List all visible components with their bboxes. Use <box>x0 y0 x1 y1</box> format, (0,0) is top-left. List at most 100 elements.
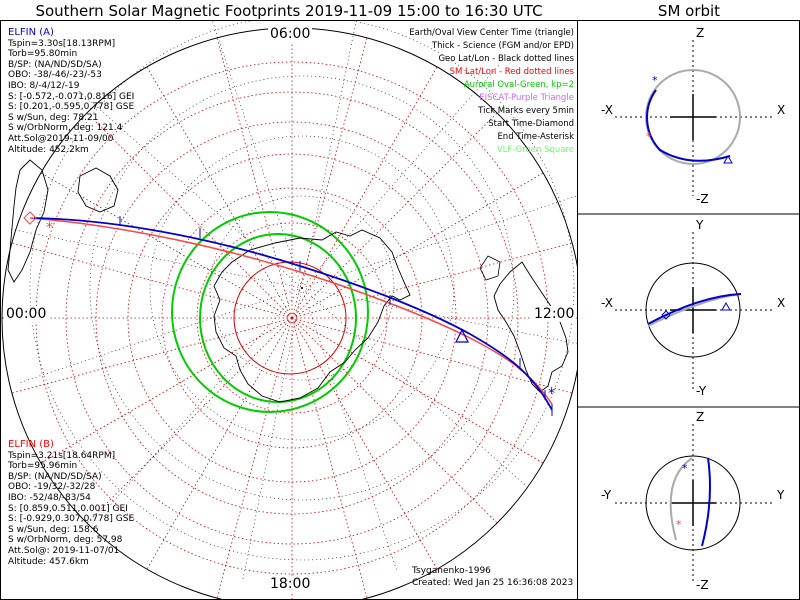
clock-label-right: 12:00 <box>532 306 577 322</box>
grid-radial-line <box>40 317 293 464</box>
legend-entry: VLF-Green Square <box>496 145 574 155</box>
elfin-b-line: S w/OrbNorm, deg: 57.98 <box>8 535 123 546</box>
elfin-b-line: S: [-0.929,0.307,0.778] GSE <box>8 514 135 525</box>
geo-latitude-circles <box>29 21 575 561</box>
elfin-a-line: Tspin=3.30s[18.13RPM] <box>8 38 116 49</box>
elfin-a-name: ELFIN (A) <box>8 27 54 38</box>
grid-radial-line <box>291 317 438 570</box>
grid-radial-line <box>291 112 498 319</box>
elfin-b-track <box>29 217 553 405</box>
legend-entry: End Time-Asterisk <box>497 132 574 142</box>
elfin-b-line: OBO: -19/32/-32/28 <box>8 482 96 493</box>
start-diamond-b <box>23 211 37 225</box>
auroral-oval <box>171 211 369 413</box>
legend-entry: EISCAT-Purple Triangle <box>479 93 574 103</box>
orbit-title: SM orbit <box>657 2 721 20</box>
elfin-a-orbit <box>647 293 742 325</box>
auroral-oval-inner <box>199 233 357 403</box>
panel3-label-bottom: -Z <box>695 578 710 592</box>
elfin-a-line: OBO: -38/-46/-23/-53 <box>8 70 102 81</box>
elfin-b-orbit-gray <box>669 457 693 541</box>
grid-radial-line <box>291 317 573 394</box>
grid-radial-line <box>291 242 573 319</box>
elfin-a-line: Altitude: 452.2km <box>8 144 89 155</box>
legend-entry: SM Lat/Lon - Red dotted lines <box>449 67 574 77</box>
orbit-marker-b: * <box>676 518 682 531</box>
africa-coastline <box>7 159 49 283</box>
elfin-a-line: IBO: 8/-4/12/-19 <box>8 80 80 91</box>
elfin-a-line: S w/Sun, deg: 78.21 <box>8 112 99 123</box>
created-credit: Created: Wed Jan 25 16:36:08 2023 <box>412 578 574 588</box>
orbit-panel-xy <box>615 232 772 390</box>
sm-lat-circle <box>196 222 388 414</box>
elfin-a-orbit <box>646 89 731 162</box>
antarctica-coastline <box>213 229 411 403</box>
australia-coastline <box>77 167 119 213</box>
geo-lat-circle <box>149 135 455 441</box>
orbit-marker-a: * <box>682 462 688 475</box>
orbit-triangle <box>721 301 731 311</box>
elfin-b-name: ELFIN (B) <box>8 439 54 450</box>
legend-entry: Earth/Oval View Center Time (triangle) <box>409 28 574 38</box>
grid-radial-line <box>216 317 293 599</box>
start-asterisk-b: * <box>46 220 53 236</box>
grid-radial-line <box>146 317 293 570</box>
panel3-label-left: -Y <box>600 488 613 502</box>
view-center-triangle <box>455 328 469 343</box>
elfin-b-line: S w/Sun, deg: 158.6 <box>8 524 99 535</box>
clock-label-bottom: 18:00 <box>268 576 313 592</box>
map-layer: * * <box>1 21 577 599</box>
orbit-marker-b: * <box>646 130 652 143</box>
plot-title: Southern Solar Magnetic Footprints 2019-… <box>35 2 543 20</box>
elfin-a-orbit <box>701 457 711 547</box>
orbit-triangle <box>723 154 733 164</box>
grid-radial-line <box>86 317 293 524</box>
clock-label-top: 06:00 <box>268 26 313 42</box>
elfin-b-line: Torb=95.96min <box>8 461 78 472</box>
panel2-label-top: Y <box>695 218 705 232</box>
elfin-a-info: ELFIN (A) Tspin=3.30s[18.13RPM] Torb=95.… <box>8 27 135 155</box>
geo-lat-circle <box>29 21 575 561</box>
grid-radial-line <box>11 242 293 319</box>
grid-radial-line <box>291 317 368 599</box>
panel3-label-top: Z <box>695 410 706 424</box>
grid-radial-line <box>11 317 293 394</box>
sm-lat-circle <box>65 91 519 545</box>
elfin-a-line: S: [0.201,-0.595,0.778] GSE <box>8 102 135 113</box>
geo-lat-circle <box>89 75 515 501</box>
elfin-b-line: Altitude: 457.6km <box>8 556 89 567</box>
grid-radial-line <box>86 112 293 319</box>
orbit-circle <box>645 262 741 358</box>
orbit-panel-yz: * * <box>615 424 772 582</box>
panel1-label-left: -X <box>600 103 614 117</box>
grid-radial-line <box>146 66 293 319</box>
grid-radial-line <box>40 172 293 319</box>
clock-label-left: 00:00 <box>4 306 49 322</box>
grid-radial-line <box>291 66 438 319</box>
grid-radial-line <box>291 317 498 524</box>
elfin-b-line: Att.Sol@: 2019-11-07/01 <box>8 545 120 556</box>
island-coastline <box>479 255 501 281</box>
grid-radial-line <box>291 317 544 464</box>
elfin-a-track <box>33 217 553 411</box>
auroral-oval-outer <box>171 211 369 413</box>
elfin-a-line: Torb=95.80min <box>8 49 78 60</box>
panel1-label-bottom: -Z <box>695 192 710 206</box>
orbit-circle <box>645 69 741 165</box>
elfin-a-ticks <box>119 216 546 400</box>
panel2-label-right: X <box>776 296 787 310</box>
panel3-label-right: Y <box>776 488 786 502</box>
elfin-b-line: S: [0.859,0.511,0.001] GEI <box>8 503 128 514</box>
orbit-panel-xz: * * <box>615 40 772 196</box>
grid-radial-line <box>291 172 544 319</box>
legend-entry: Geo Lat/Lon - Black dotted lines <box>438 54 574 64</box>
sm-lat-circle <box>161 187 423 449</box>
elfin-a-line: Att.Sol@2019-11-09/00 <box>8 133 114 144</box>
orbit-circle <box>645 455 741 551</box>
legend-entry: Thick - Science (FGM and/or EPD) <box>431 41 574 51</box>
elfin-b-line: IBO: -52/48/-83/54 <box>8 492 91 503</box>
legend-entry: Start Time-Diamond <box>488 119 574 129</box>
panel2-label-left: -X <box>600 296 614 310</box>
grid-radial-line <box>216 37 293 319</box>
